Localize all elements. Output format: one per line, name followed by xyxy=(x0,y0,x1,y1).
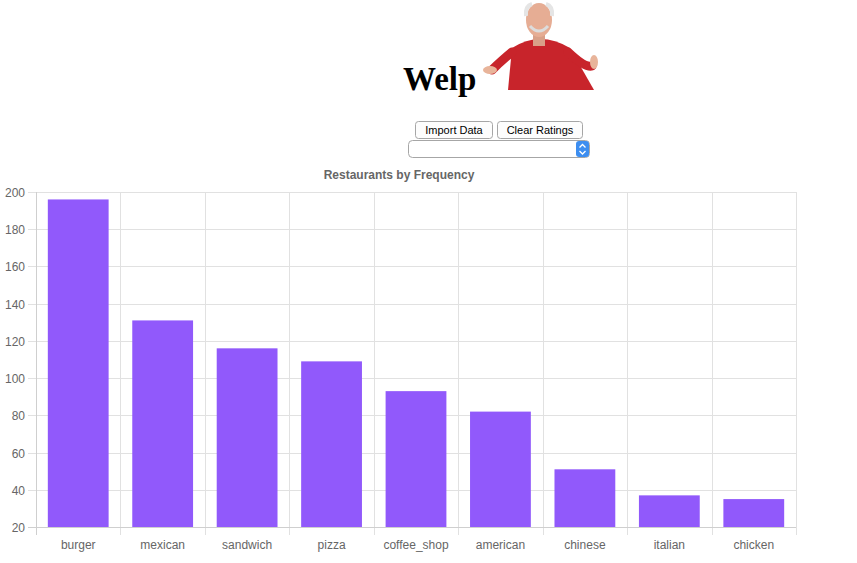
bar xyxy=(132,320,193,527)
x-tick-label: sandwich xyxy=(222,538,272,552)
y-tick-label: 120 xyxy=(5,335,25,349)
y-tick-label: 20 xyxy=(12,521,26,535)
button[interactable]: Import Data xyxy=(416,122,493,139)
bar xyxy=(217,348,278,527)
head xyxy=(526,3,552,37)
header-illustration xyxy=(483,3,598,90)
chart: Restaurants by Frequency 20 40 60 80 100 120 14… xyxy=(5,168,797,552)
x-tick-label: burger xyxy=(61,538,96,552)
x-grid-line xyxy=(120,192,121,535)
page-canvas: Welp Import Data Clear Ratings Restaurants … xyxy=(0,0,857,563)
x-tick-label: chicken xyxy=(733,538,774,552)
x-axis-line xyxy=(28,527,796,528)
x-tick-label: chinese xyxy=(564,538,606,552)
button-label[interactable]: Import Data xyxy=(425,124,483,136)
y-grid-line xyxy=(28,266,796,267)
bar xyxy=(301,361,362,527)
y-tick-label: 100 xyxy=(5,372,25,386)
x-grid-line xyxy=(36,192,37,535)
dropdown-arrow-box xyxy=(576,141,589,157)
dropdown-frame[interactable] xyxy=(409,141,590,158)
chart-title: Restaurants by Frequency xyxy=(324,168,475,182)
y-grid-line xyxy=(28,304,796,305)
y-grid-line xyxy=(28,229,796,230)
y-tick-label: 160 xyxy=(5,260,25,274)
y-tick-label: 40 xyxy=(12,484,26,498)
hair xyxy=(526,4,552,16)
x-tick-label: mexican xyxy=(140,538,185,552)
x-grid-line xyxy=(543,192,544,535)
y-axis-line xyxy=(36,192,37,535)
beard xyxy=(530,26,548,31)
page-title: Welp xyxy=(403,61,476,97)
button-frame[interactable] xyxy=(416,122,493,139)
right-hand xyxy=(590,55,598,69)
y-grid-line xyxy=(28,192,796,193)
y-tick-label: 180 xyxy=(5,223,25,237)
x-tick-label: american xyxy=(476,538,525,552)
button-label[interactable]: Clear Ratings xyxy=(507,124,574,136)
button-frame[interactable] xyxy=(498,122,583,139)
x-grid-line xyxy=(796,192,797,535)
sweater xyxy=(508,39,594,90)
x-grid-line xyxy=(712,192,713,535)
grid xyxy=(28,192,797,535)
x-grid-line xyxy=(289,192,290,535)
bar xyxy=(639,495,700,527)
bar xyxy=(48,199,109,527)
x-grid-line xyxy=(205,192,206,535)
header: Welp Import Data Clear Ratings xyxy=(403,3,598,158)
x-grid-line xyxy=(627,192,628,535)
bar xyxy=(554,469,615,527)
page-root: Welp Import Data Clear Ratings Restaurants … xyxy=(0,0,857,563)
left-hand xyxy=(483,66,497,74)
bars xyxy=(48,199,784,527)
dropdown[interactable] xyxy=(409,141,590,158)
y-tick-label: 60 xyxy=(12,447,26,461)
x-tick-label: pizza xyxy=(318,538,346,552)
dropdown-arrows xyxy=(580,145,586,155)
button[interactable]: Clear Ratings xyxy=(498,122,583,139)
x-tick-label: italian xyxy=(654,538,685,552)
bar xyxy=(386,391,447,527)
y-tick-label: 80 xyxy=(12,409,26,423)
x-grid-line xyxy=(374,192,375,535)
right-arm xyxy=(568,52,592,66)
bar xyxy=(723,499,784,527)
bar xyxy=(470,412,531,527)
x-tick-label: coffee_shop xyxy=(383,538,448,552)
y-tick-label: 200 xyxy=(5,186,25,200)
y-grid-line xyxy=(28,527,796,528)
y-tick-label: 140 xyxy=(5,298,25,312)
x-grid-line xyxy=(458,192,459,535)
